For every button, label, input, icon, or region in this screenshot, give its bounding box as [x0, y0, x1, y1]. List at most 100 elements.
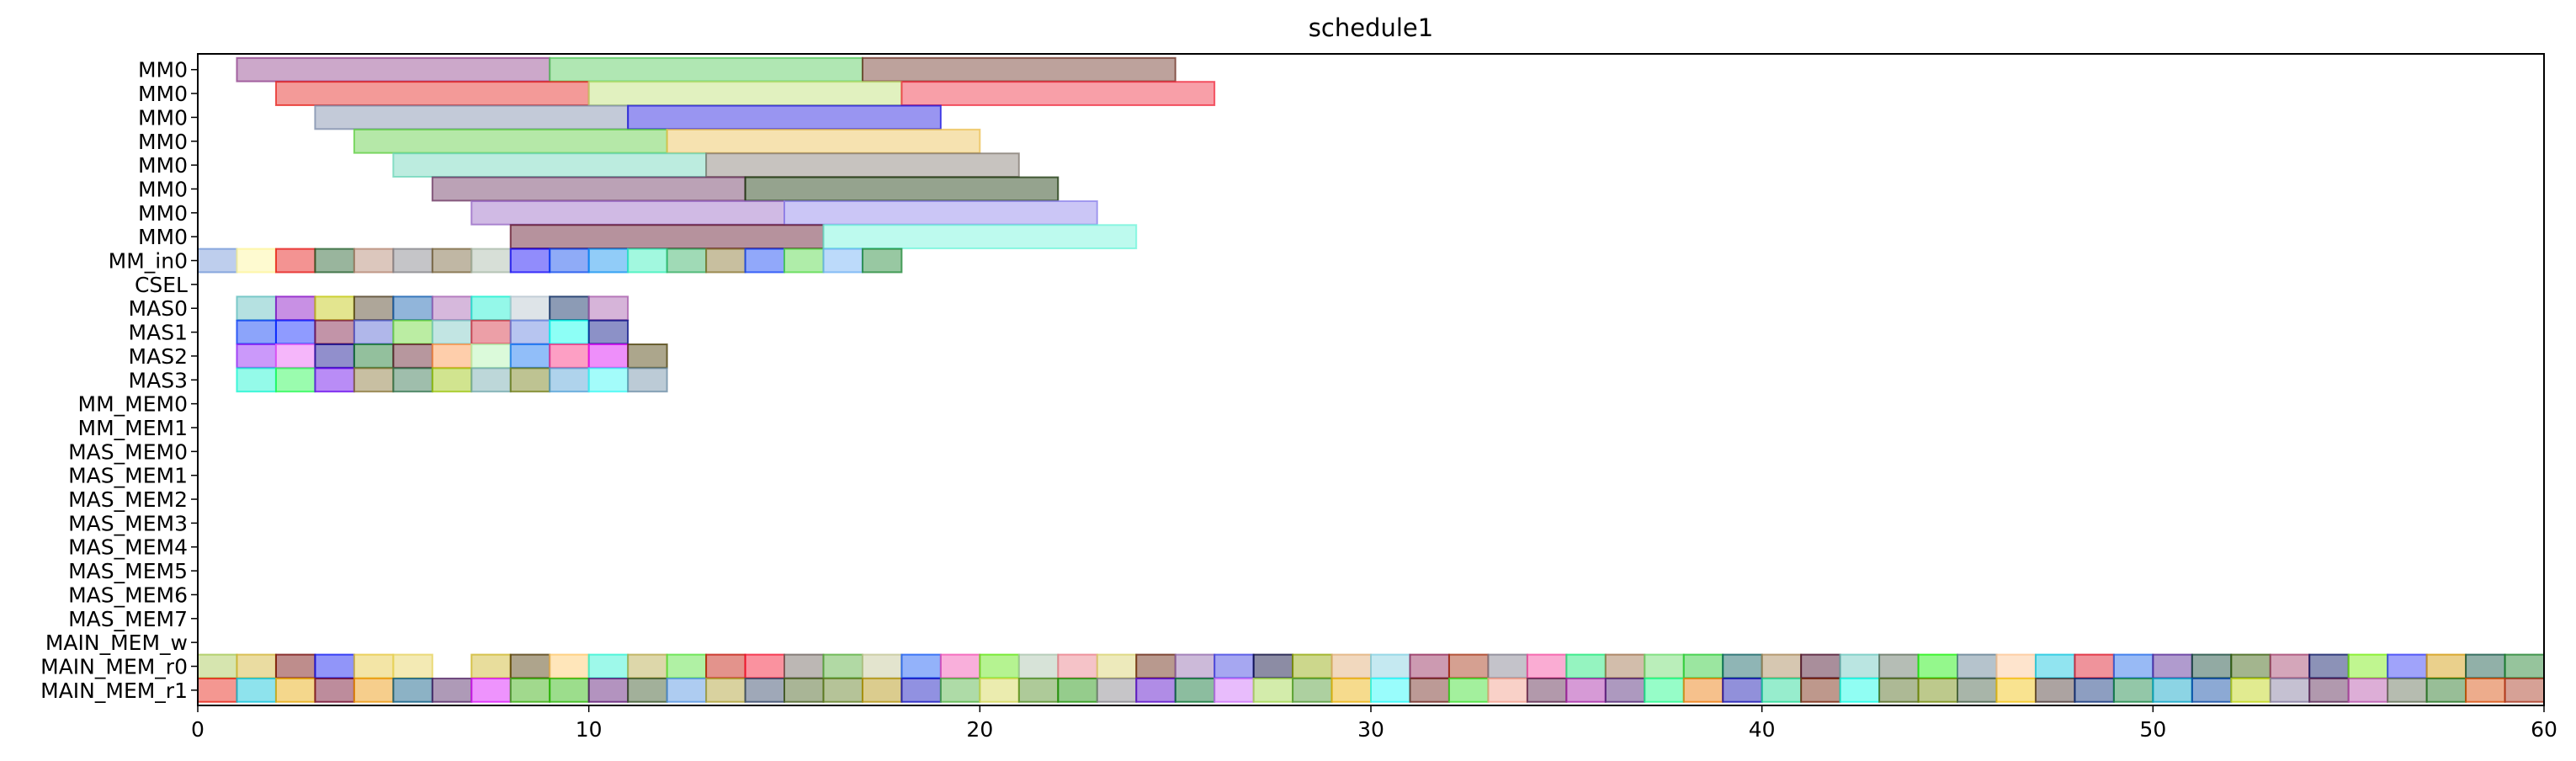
y-tick-label: MAS_MEM1 [68, 464, 188, 488]
y-tick-label: MM_MEM1 [78, 416, 188, 440]
bars-layer [197, 56, 2546, 703]
task-bar [2465, 677, 2506, 703]
task-bar [979, 653, 1020, 679]
task-bar [353, 295, 395, 322]
task-bar [822, 224, 1138, 250]
task-bar [1096, 653, 1138, 679]
task-bar [236, 653, 277, 679]
task-bar [314, 319, 355, 345]
task-bar [314, 677, 355, 703]
y-tick-label: MAS0 [129, 296, 188, 321]
task-bar [274, 247, 316, 274]
task-bar [1839, 653, 1881, 679]
task-bar [705, 247, 746, 274]
task-bar [2504, 677, 2546, 703]
task-bar [314, 343, 355, 369]
task-bar [1370, 677, 1411, 703]
task-bar [314, 104, 629, 130]
task-bar [2112, 677, 2154, 703]
task-bar [2191, 677, 2233, 703]
task-bar [236, 319, 277, 345]
y-tick-label: MM_MEM0 [78, 392, 188, 417]
y-tick-label: MAIN_MEM_r0 [40, 655, 188, 679]
task-bar [587, 319, 629, 345]
task-bar [1761, 677, 1803, 703]
task-bar [2074, 677, 2115, 703]
task-bar [353, 128, 668, 154]
task-bar [353, 319, 395, 345]
task-bar [979, 677, 1020, 703]
task-bar [314, 367, 355, 393]
task-bar [274, 295, 316, 322]
x-tick-label: 0 [191, 717, 204, 742]
task-bar [274, 653, 316, 679]
task-bar [236, 56, 551, 82]
task-bar [1096, 677, 1138, 703]
task-bar [627, 367, 668, 393]
task-bar [2387, 653, 2428, 679]
y-tick-label: MM0 [138, 201, 188, 226]
y-tick-label: CSEL [135, 273, 188, 297]
y-tick-label: MAS_MEM5 [68, 559, 188, 583]
task-bar [1135, 677, 1176, 703]
task-bar [274, 81, 590, 106]
y-tick-label: MM0 [138, 130, 188, 154]
task-bar [470, 367, 512, 393]
task-bar [509, 319, 551, 345]
y-tick-label: MAS_MEM6 [68, 583, 188, 607]
task-bar [274, 367, 316, 393]
task-bar [2425, 677, 2467, 703]
x-axis: 0 10 20 30 40 50 60 [191, 705, 2557, 742]
task-bar [705, 677, 746, 703]
task-bar [2308, 653, 2350, 679]
y-axis: MM0MM0MM0MM0MM0MM0MM0MM0MM_in0CSELMAS0MA… [40, 58, 198, 703]
task-bar [1174, 677, 1216, 703]
x-tick-label: 40 [1749, 717, 1776, 742]
task-bar [470, 295, 512, 322]
task-bar [1214, 653, 1255, 679]
y-tick-label: MAIN_MEM_r1 [40, 679, 188, 703]
task-bar [1878, 653, 1920, 679]
x-tick-label: 30 [1357, 717, 1384, 742]
task-bar [274, 319, 316, 345]
task-bar [549, 319, 590, 345]
task-bar [1839, 677, 1881, 703]
task-bar [1526, 653, 1568, 679]
task-bar [392, 677, 433, 703]
task-bar [1252, 677, 1294, 703]
y-tick-label: MM0 [138, 177, 188, 201]
task-bar [549, 295, 590, 322]
task-bar [549, 343, 590, 369]
task-bar [1174, 653, 1216, 679]
task-bar [431, 247, 473, 274]
task-bar [900, 81, 1216, 106]
y-tick-label: MAS2 [129, 344, 188, 369]
task-bar [2034, 653, 2076, 679]
task-bar [1722, 653, 1763, 679]
task-bar [1135, 653, 1176, 679]
task-bar [666, 677, 708, 703]
task-bar [1526, 677, 1568, 703]
task-bar [744, 176, 1060, 202]
task-bar [392, 319, 433, 345]
task-bar [431, 367, 473, 393]
task-bar [1330, 677, 1372, 703]
task-bar [861, 247, 903, 274]
task-bar [939, 677, 981, 703]
task-bar [1017, 653, 1060, 679]
task-bar [1682, 653, 1724, 679]
task-bar [549, 56, 863, 82]
task-bar [705, 653, 746, 679]
task-bar [1604, 653, 1646, 679]
task-bar [666, 128, 981, 154]
task-bar [470, 343, 512, 369]
task-bar [1957, 653, 1998, 679]
y-tick-label: MM0 [138, 225, 188, 249]
task-bar [274, 343, 316, 369]
y-tick-label: MM_in0 [109, 249, 188, 274]
task-bar [587, 653, 629, 679]
task-bar [2387, 677, 2428, 703]
y-tick-label: MAS_MEM3 [68, 511, 188, 535]
y-tick-label: MAIN_MEM_w [45, 631, 188, 655]
task-bar [2074, 653, 2115, 679]
